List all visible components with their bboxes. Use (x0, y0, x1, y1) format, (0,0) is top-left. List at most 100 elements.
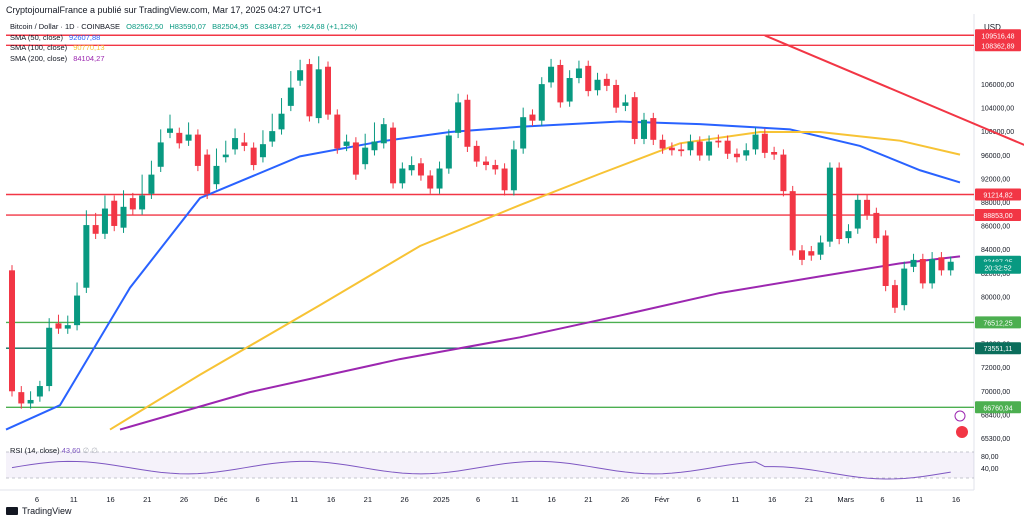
y-tick-label: 82000,00 (981, 271, 1010, 278)
candle-body (687, 141, 694, 151)
candle-body (668, 147, 675, 151)
x-tick-label: 26 (180, 495, 188, 504)
candle-body (566, 78, 573, 102)
rsi-legend: RSI (14, close) 43,60 ∅ ∅ (10, 446, 98, 455)
sma100-line (109, 130, 961, 431)
candle-body (222, 154, 229, 158)
price-tag (975, 316, 1021, 329)
symbol-label: Bitcoin / Dollar · 1D · COINBASE (10, 22, 121, 31)
candle-body (352, 142, 359, 175)
candle-body (417, 163, 424, 176)
y-tick-label: 80000,00 (981, 294, 1010, 301)
candle-body (101, 208, 108, 234)
price-tag-label: 76512,25 (983, 320, 1012, 327)
candle-body (399, 168, 406, 184)
candle-body (650, 118, 657, 140)
price-tag-label: 20:32:52 (984, 266, 1011, 273)
y-tick-label: 104000,00 (981, 106, 1014, 113)
candle-body (232, 138, 239, 150)
candle-body (64, 325, 71, 329)
candle-body (557, 64, 564, 103)
candle-body (538, 84, 545, 121)
candle-body (445, 135, 452, 169)
publisher-line: CryptojournalFrance a publié sur Trading… (6, 5, 322, 15)
candle-body (947, 261, 954, 271)
candle-body (706, 141, 713, 156)
candle-body (641, 119, 647, 139)
price-tag-label: 66760,94 (983, 405, 1012, 412)
y-tick-label: 70000,00 (981, 389, 1010, 396)
x-tick-label: 21 (805, 495, 813, 504)
x-tick-label: 2025 (433, 495, 450, 504)
rsi-tick-label: 40,00 (981, 466, 999, 473)
candle-body (613, 84, 620, 108)
close-value: C83487,25 (254, 22, 292, 31)
candle-body (854, 199, 861, 229)
x-tick-label: 6 (880, 495, 884, 504)
candle-body (157, 142, 164, 167)
candle-body (919, 259, 926, 284)
candle-body (864, 199, 871, 215)
y-tick-label: 84000,00 (981, 247, 1010, 254)
price-tag (975, 29, 1021, 42)
price-tag (975, 401, 1021, 414)
candle-body (585, 65, 592, 92)
candle-body (845, 231, 852, 239)
x-tick-label: 11 (290, 495, 298, 504)
x-tick-label: 21 (364, 495, 372, 504)
sma200-label: SMA (200, close) (10, 53, 68, 63)
price-tag-label: 88853,00 (983, 213, 1012, 220)
candle-body (808, 251, 815, 256)
candle-body (83, 225, 90, 288)
candle-body (501, 168, 508, 191)
candle-body (780, 154, 787, 192)
price-tag-label: 91214,82 (983, 193, 1012, 200)
candle-body (18, 392, 25, 404)
candle-body (213, 165, 220, 185)
sma50-label: SMA (50, close) (10, 32, 63, 42)
candle-body (74, 295, 81, 326)
candle-body (167, 128, 173, 133)
candle-body (269, 131, 276, 142)
y-tick-label: 96000,00 (981, 153, 1010, 160)
candle-body (129, 198, 136, 210)
candle-body (483, 161, 489, 166)
x-tick-label: 6 (35, 495, 39, 504)
trendline (764, 34, 1024, 146)
candle-body (529, 114, 536, 121)
x-tick-label: 6 (476, 495, 480, 504)
candle-body (826, 167, 833, 242)
x-tick-label: 6 (255, 495, 259, 504)
candle-body (575, 68, 582, 79)
price-tag (975, 188, 1021, 201)
candle-body (390, 127, 397, 184)
candle-body (148, 174, 155, 194)
candle-body (873, 212, 880, 239)
candle-body (743, 150, 750, 156)
candle-body (733, 153, 740, 158)
flag-icon (956, 426, 968, 438)
price-tag (975, 39, 1021, 52)
x-tick-label: 11 (70, 495, 78, 504)
y-tick-label: 65300,00 (981, 436, 1010, 443)
candle-body (241, 142, 248, 146)
sma200-line (119, 255, 961, 431)
x-tick-label: 16 (768, 495, 776, 504)
candle-body (185, 134, 192, 141)
price-tag (975, 261, 1021, 274)
candle-body (278, 113, 285, 130)
x-tick-label: 6 (697, 495, 701, 504)
rsi-value: 43,60 (61, 446, 81, 455)
candle-body (120, 206, 127, 228)
sma200-value: 84104,27 (73, 53, 105, 63)
candle-body (891, 285, 898, 308)
candle-body (139, 195, 146, 210)
candle-body (594, 79, 601, 91)
candle-body (92, 225, 99, 234)
candle-body (473, 145, 480, 162)
alert-icon (954, 410, 966, 422)
candle-body (380, 124, 387, 144)
low-value: B82504,95 (212, 22, 249, 31)
candle-body (325, 66, 331, 115)
candle-body (799, 250, 805, 260)
